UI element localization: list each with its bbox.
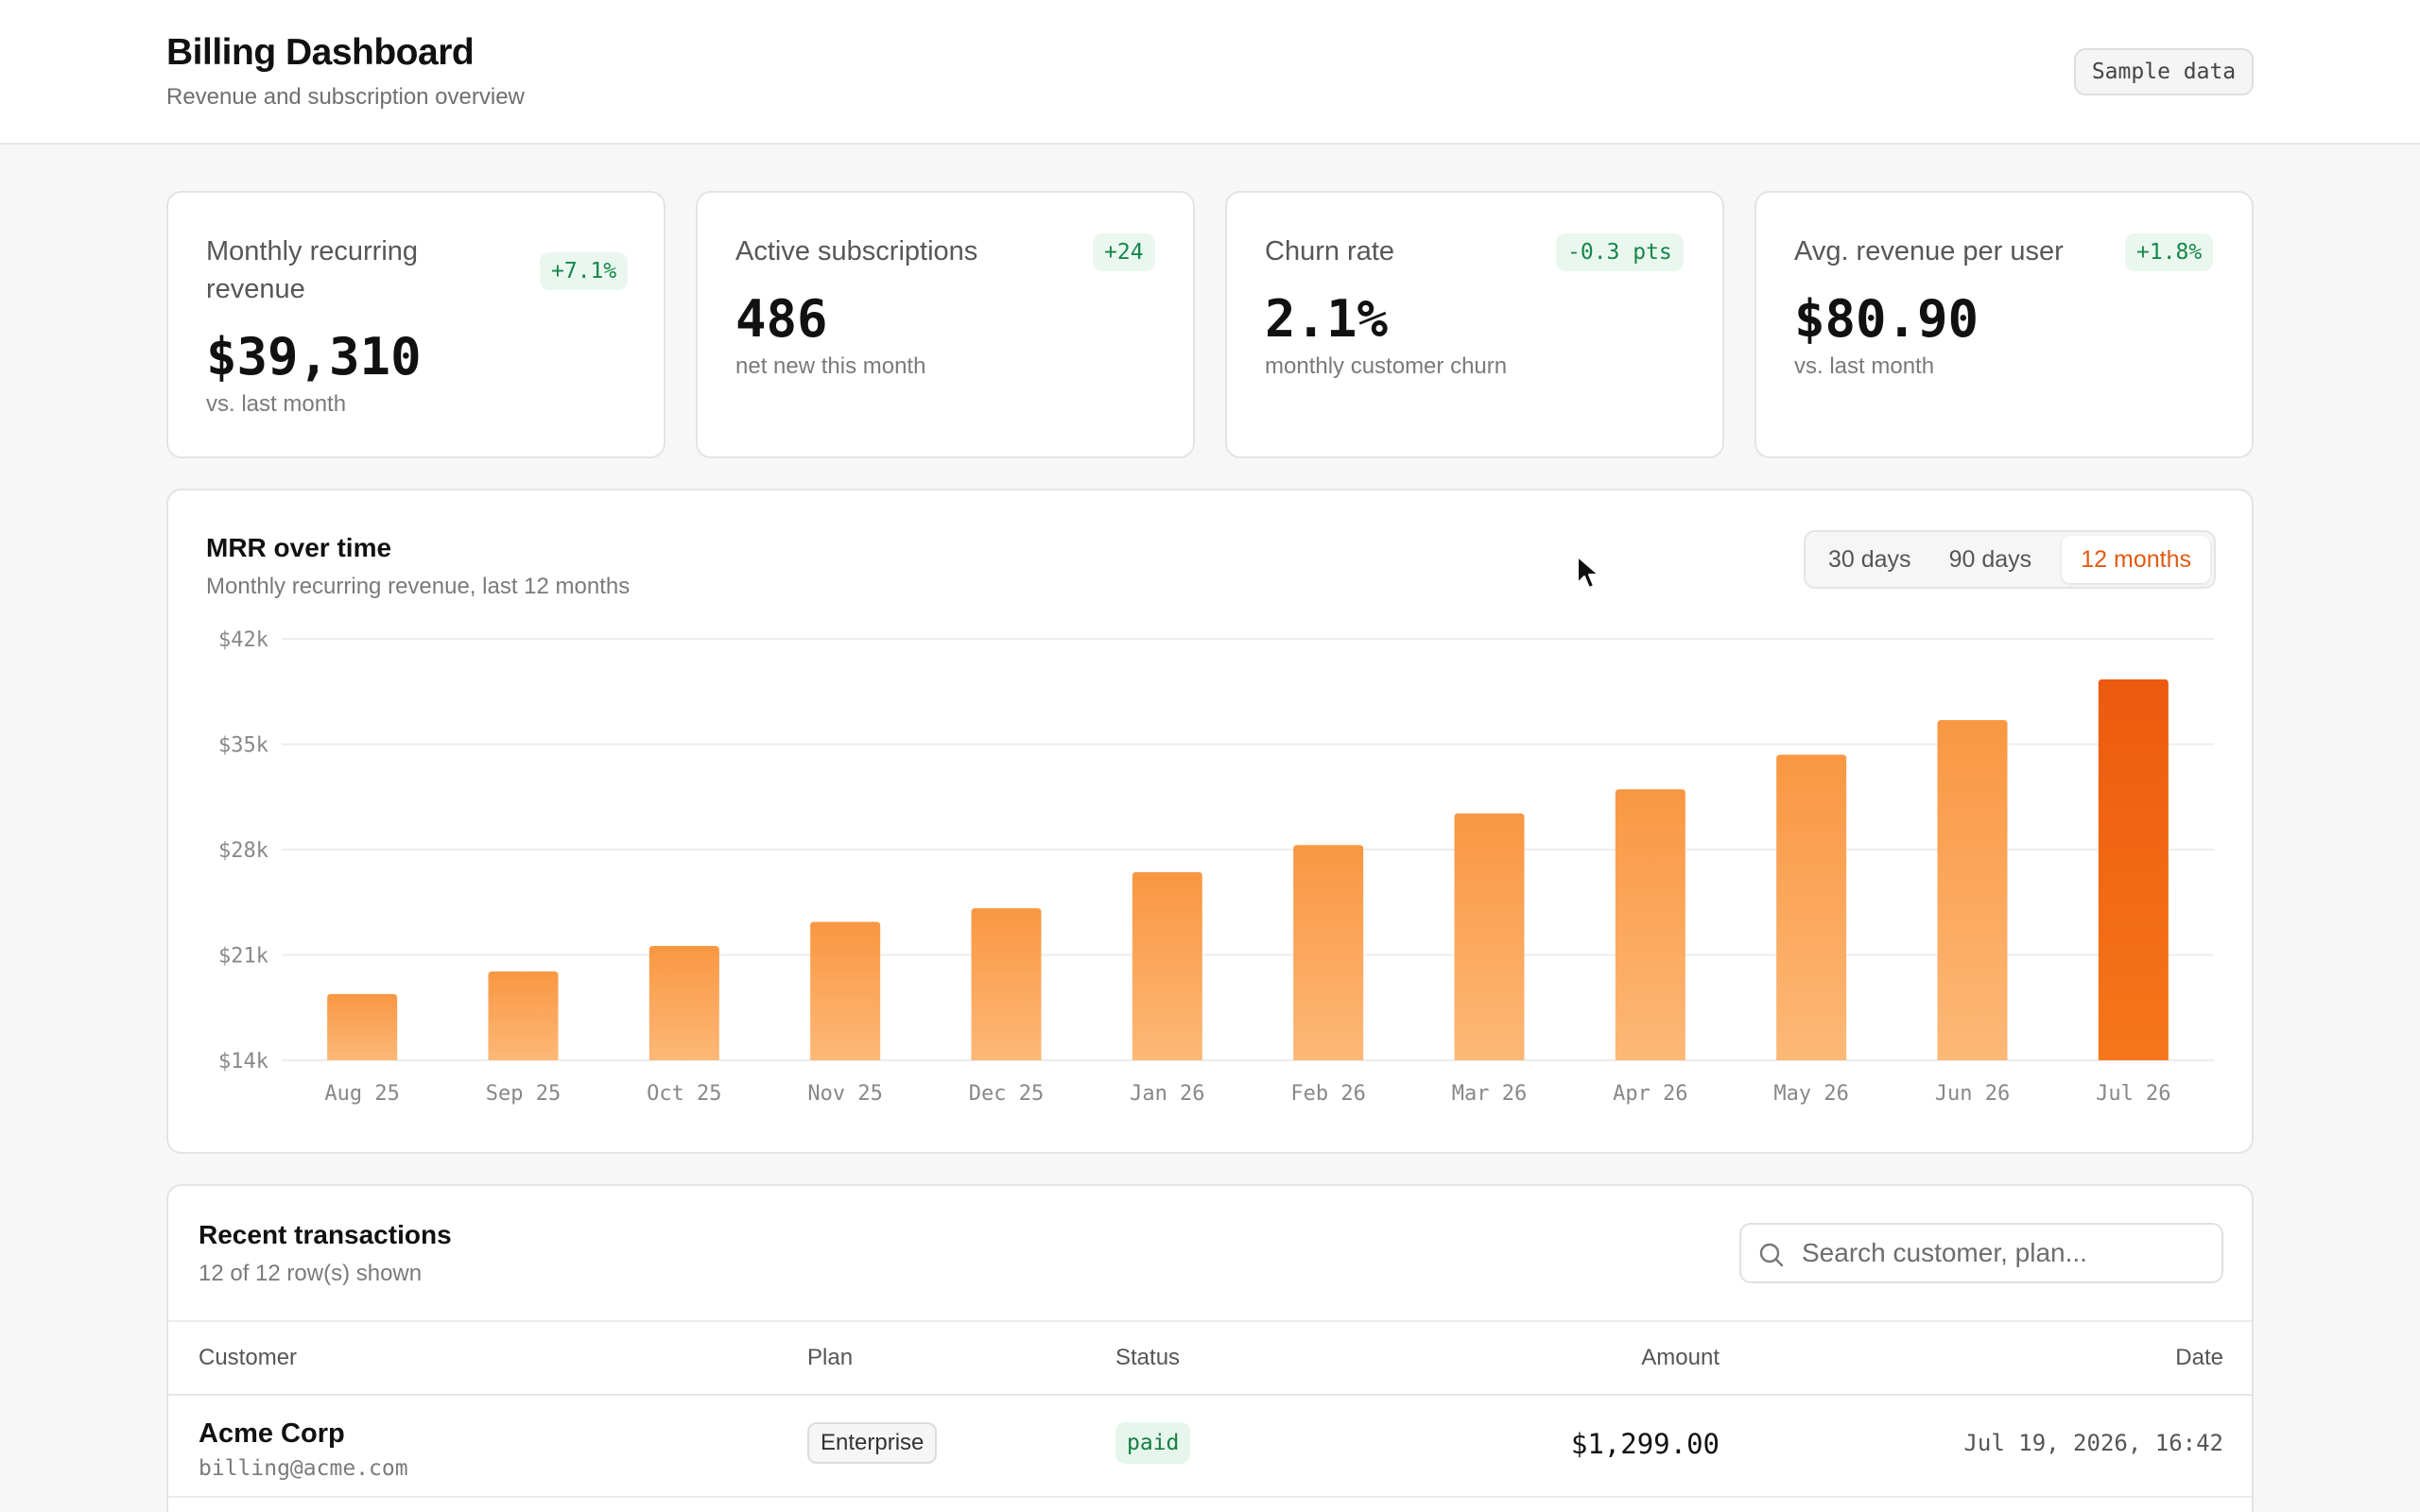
x-tick-label: Oct 25 xyxy=(647,1082,721,1106)
customer-name: Acme Corp xyxy=(199,1418,345,1449)
column-header-date[interactable]: Date xyxy=(2175,1345,2223,1370)
amount-value: $1,299.00 xyxy=(1570,1428,1720,1460)
bar-aug-25[interactable] xyxy=(327,993,398,1060)
mouse-cursor-icon xyxy=(1577,556,1599,589)
y-tick-label: $35k xyxy=(218,734,268,758)
kpi-label: Active subscriptions xyxy=(735,236,978,266)
bar-jan-26[interactable] xyxy=(1132,871,1202,1060)
x-tick-label: Aug 25 xyxy=(324,1082,399,1106)
x-tick-label: Jan 26 xyxy=(1130,1082,1204,1106)
x-tick-label: Feb 26 xyxy=(1290,1082,1365,1106)
page-subtitle: Revenue and subscription overview xyxy=(166,84,525,110)
y-tick-label: $21k xyxy=(218,945,268,969)
kpi-value: $80.90 xyxy=(1794,289,1979,349)
chart-subtitle: Monthly recurring revenue, last 12 month… xyxy=(206,574,631,599)
page-title: Billing Dashboard xyxy=(166,32,475,73)
kpi-delta-badge: -0.3 pts xyxy=(1556,233,1684,271)
kpi-value: $39,310 xyxy=(206,327,422,387)
range-90-days-button[interactable]: 90 days xyxy=(1948,545,2032,573)
table-row[interactable]: Acme Corp billing@acme.com Enterprise pa… xyxy=(168,1398,2252,1498)
x-tick-label: Nov 25 xyxy=(807,1082,882,1106)
kpi-label: Avg. revenue per user xyxy=(1794,236,2064,266)
mrr-chart-card: MRR over time Monthly recurring revenue,… xyxy=(166,489,2254,1154)
bar-nov-25[interactable] xyxy=(810,921,881,1060)
mrr-bar-chart: $42k $35k $28k $21k $14k Aug 25 Sep 25 Oct 25 No… xyxy=(218,628,2214,1106)
search-box xyxy=(1739,1223,2223,1283)
bar-jul-26[interactable] xyxy=(2098,679,2169,1060)
chart-title: MRR over time xyxy=(206,533,392,562)
range-toggle: 30 days 90 days 12 months xyxy=(1804,530,2216,589)
kpi-label: Monthly recurring revenue xyxy=(206,236,419,304)
kpi-card-churn-rate: Churn rate -0.3 pts 2.1% monthly custome… xyxy=(1225,191,1724,458)
bar-jun-26[interactable] xyxy=(1937,720,2008,1060)
kpi-note: monthly customer churn xyxy=(1265,353,1508,379)
kpi-card-arpu: Avg. revenue per user +1.8% $80.90 vs. l… xyxy=(1754,191,2254,458)
search-input[interactable] xyxy=(1802,1234,2208,1272)
kpi-delta-badge: +7.1% xyxy=(540,252,629,290)
kpi-card-active-subscriptions: Active subscriptions +24 486 net new thi… xyxy=(696,191,1195,458)
bar-sep-25[interactable] xyxy=(488,971,559,1060)
kpi-value: 486 xyxy=(735,289,828,349)
x-tick-label: Jun 26 xyxy=(1935,1082,2010,1106)
kpi-note: vs. last month xyxy=(206,391,347,417)
bar-dec-25[interactable] xyxy=(971,908,1042,1060)
table-header: Customer Plan Status Amount Date xyxy=(168,1320,2252,1396)
kpi-note: vs. last month xyxy=(1794,353,1935,379)
bar-oct-25[interactable] xyxy=(648,945,719,1060)
column-header-amount[interactable]: Amount xyxy=(1641,1345,1720,1370)
kpi-delta-badge: +1.8% xyxy=(2125,233,2214,271)
bar-apr-26[interactable] xyxy=(1615,789,1685,1060)
kpi-delta-badge: +24 xyxy=(1093,233,1155,271)
x-tick-label: Mar 26 xyxy=(1452,1082,1527,1106)
kpi-card-mrr: Monthly recurring revenue +7.1% $39,310 … xyxy=(166,191,666,458)
range-30-days-button[interactable]: 30 days xyxy=(1828,545,1911,573)
kpi-label: Churn rate xyxy=(1265,236,1395,266)
plan-badge: Enterprise xyxy=(807,1422,938,1464)
y-tick-label: $28k xyxy=(218,839,268,863)
bar-feb-26[interactable] xyxy=(1293,845,1364,1060)
transactions-title: Recent transactions xyxy=(199,1220,452,1249)
status-badge: paid xyxy=(1115,1422,1191,1464)
x-tick-label: Sep 25 xyxy=(486,1082,561,1106)
sample-data-badge: Sample data xyxy=(2074,48,2254,95)
kpi-value: 2.1% xyxy=(1265,289,1389,349)
column-header-status[interactable]: Status xyxy=(1115,1345,1181,1370)
bar-may-26[interactable] xyxy=(1776,754,1847,1060)
transactions-count: 12 of 12 row(s) shown xyxy=(199,1261,423,1286)
y-tick-label: $14k xyxy=(218,1050,268,1074)
bar-mar-26[interactable] xyxy=(1454,813,1525,1060)
column-header-plan[interactable]: Plan xyxy=(807,1345,854,1370)
column-header-customer[interactable]: Customer xyxy=(199,1345,298,1370)
range-12-months-button[interactable]: 12 months xyxy=(2062,536,2210,583)
x-tick-label: Dec 25 xyxy=(969,1082,1044,1106)
top-header: Billing Dashboard Revenue and subscripti… xyxy=(0,0,2420,145)
x-tick-label: May 26 xyxy=(1773,1082,1848,1106)
date-value: Jul 19, 2026, 16:42 xyxy=(1963,1430,2223,1456)
search-icon xyxy=(1759,1243,1784,1267)
customer-email: billing@acme.com xyxy=(199,1456,408,1481)
x-tick-label: Jul 26 xyxy=(2096,1082,2170,1106)
transactions-card: Recent transactions 12 of 12 row(s) show… xyxy=(166,1184,2254,1512)
y-tick-label: $42k xyxy=(218,628,268,652)
kpi-note: net new this month xyxy=(735,353,926,379)
x-tick-label: Apr 26 xyxy=(1613,1082,1687,1106)
